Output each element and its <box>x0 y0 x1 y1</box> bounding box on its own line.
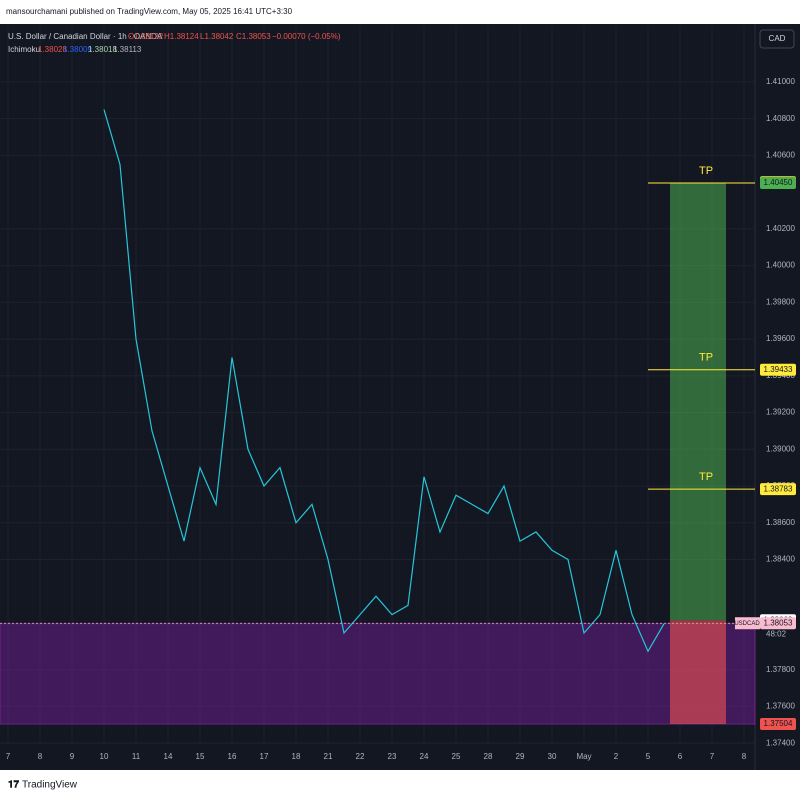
x-tick-label: May <box>576 752 591 761</box>
x-tick-label: 22 <box>356 752 365 761</box>
currency-label[interactable]: CAD <box>769 34 786 43</box>
chart-background <box>0 24 800 770</box>
x-tick-label: 16 <box>228 752 237 761</box>
header-bar <box>0 0 800 24</box>
zone <box>0 623 756 725</box>
y-tick-label: 1.39200 <box>766 408 795 417</box>
indicator-value: 1.38113 <box>113 45 142 54</box>
logo: 𝟏𝟕 <box>8 780 20 791</box>
ohlc-value: O1.38122 <box>128 32 164 41</box>
y-tick-label: 1.38400 <box>766 555 795 564</box>
zone <box>670 182 726 621</box>
zone <box>670 620 726 725</box>
x-tick-label: 28 <box>484 752 493 761</box>
price-label: 1.38783 <box>764 484 793 493</box>
x-tick-label: 29 <box>516 752 525 761</box>
price-label: 1.38053 <box>764 618 793 627</box>
x-tick-label: 9 <box>70 752 75 761</box>
x-tick-label: 30 <box>548 752 557 761</box>
x-tick-label: 8 <box>38 752 43 761</box>
y-tick-label: 1.40200 <box>766 224 795 233</box>
target-label: TP <box>699 165 713 177</box>
x-tick-label: 14 <box>164 752 173 761</box>
header: mansourchamani published on TradingView.… <box>6 7 293 16</box>
price-label-box <box>760 483 796 496</box>
y-tick-label: 1.39800 <box>766 297 795 306</box>
symbol-tag: USDCAD <box>734 621 760 627</box>
x-tick-label: 17 <box>260 752 269 761</box>
x-tick-label: 11 <box>132 752 141 761</box>
y-tick-label: 1.38600 <box>766 518 795 527</box>
indicator-value: 1.38018 <box>88 45 117 54</box>
x-tick-label: 18 <box>292 752 301 761</box>
ohlc-value: C1.38053 <box>236 32 271 41</box>
y-tick-label: 1.37600 <box>766 702 795 711</box>
price-label: 1.37504 <box>764 719 793 728</box>
x-tick-label: 21 <box>324 752 333 761</box>
x-tick-label: 23 <box>388 752 397 761</box>
y-tick-label: 1.39600 <box>766 334 795 343</box>
y-tick-label: 1.39000 <box>766 444 795 453</box>
x-tick-label: 15 <box>196 752 205 761</box>
y-tick-label: 1.37800 <box>766 665 795 674</box>
price-label: 1.39433 <box>764 365 793 374</box>
footer: TradingView <box>22 780 78 791</box>
footer-bar <box>0 770 800 800</box>
x-tick-label: 6 <box>678 752 683 761</box>
price-label-box <box>760 617 796 630</box>
y-tick-label: 1.40600 <box>766 151 795 160</box>
y-tick-label: 1.40000 <box>766 261 795 270</box>
price-label-box <box>760 718 796 731</box>
symbol-tag-box <box>735 617 760 630</box>
price-label: 1.40450 <box>764 178 793 187</box>
indicator-value: 1.38009 <box>63 45 92 54</box>
indicator-value: 1.38028 <box>38 45 67 54</box>
price-label-box <box>760 176 796 189</box>
ohlc-value: L1.38042 <box>200 32 234 41</box>
indicator-name: Ichimoku <box>8 45 40 54</box>
x-tick-label: 7 <box>6 752 11 761</box>
currency-button[interactable] <box>759 29 795 49</box>
y-tick-label: 1.37400 <box>766 738 795 747</box>
symbol-title: U.S. Dollar / Canadian Dollar · 1h · OAN… <box>8 32 163 41</box>
x-tick-label: 8 <box>742 752 747 761</box>
y-tick-label: 1.40800 <box>766 114 795 123</box>
x-tick-label: 7 <box>710 752 715 761</box>
price-line <box>103 109 665 653</box>
x-tick-label: 5 <box>646 752 651 761</box>
countdown: 48:02 <box>766 629 787 638</box>
x-tick-label: 10 <box>100 752 109 761</box>
x-tick-label: 24 <box>420 752 429 761</box>
target-label: TP <box>699 352 713 364</box>
price-label-box <box>760 363 796 376</box>
target-label: TP <box>699 471 713 483</box>
x-tick-label: 2 <box>614 752 619 761</box>
x-tick-label: 25 <box>452 752 461 761</box>
ohlc-value: H1.38124 <box>164 32 199 41</box>
change-value: −0.00070 (−0.05%) <box>272 32 341 41</box>
y-tick-label: 1.41000 <box>766 77 795 86</box>
